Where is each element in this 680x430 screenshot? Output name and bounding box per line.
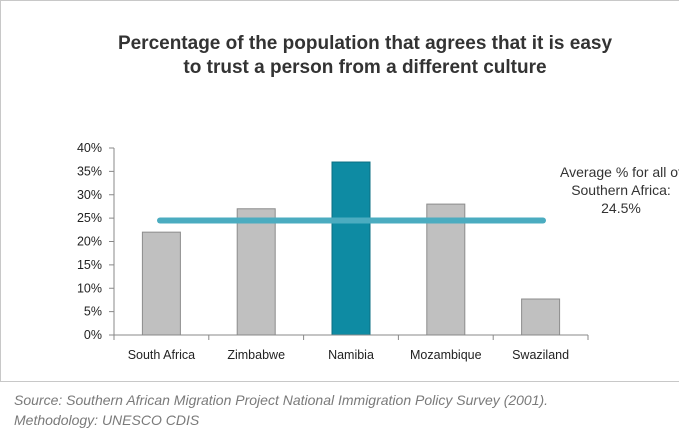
y-axis: 0% 5% 10% 15% 20% 25% 30% 35% 40% [77, 141, 115, 342]
chart-title-line: to trust a person from a different cultu… [183, 57, 546, 78]
y-tick-label: 5% [84, 305, 102, 319]
bar-namibia [331, 161, 371, 336]
y-tick-label: 20% [77, 235, 102, 249]
y-tick-label: 10% [77, 281, 102, 295]
x-category-label: Swaziland [512, 348, 569, 362]
bar-chart: Percentage of the population that agrees… [77, 33, 679, 362]
chart-title: Percentage of the population that agrees… [118, 33, 613, 78]
x-category-label: Mozambique [410, 348, 482, 362]
chart-frame: Percentage of the population that agrees… [0, 0, 679, 382]
y-tick-label: 25% [77, 211, 102, 225]
y-tick-label: 40% [77, 141, 102, 155]
x-category-label: South Africa [128, 348, 195, 362]
y-tick-label: 15% [77, 258, 102, 272]
y-tick-label: 30% [77, 188, 102, 202]
chart-title-line: Percentage of the population that agrees… [118, 33, 613, 54]
bar-swaziland [521, 298, 561, 336]
average-line-group: Average % for all of Southern Africa: 24.5… [157, 164, 679, 224]
x-axis: South Africa Zimbabwe Namibia Mozambique Swa… [113, 334, 589, 362]
bar-mozambique [426, 203, 466, 336]
bar-south-africa [141, 231, 181, 336]
y-tick-label: 35% [77, 164, 102, 178]
bars [141, 161, 561, 336]
y-tick-label: 0% [84, 328, 102, 342]
source-note: Source: Southern African Migration Proje… [14, 390, 674, 430]
average-label-line: Average % for all of [560, 164, 679, 180]
source-line: Source: Southern African Migration Proje… [14, 392, 549, 408]
average-label-line: Southern Africa: [571, 182, 671, 198]
average-label-line: 24.5% [601, 200, 641, 216]
methodology-line: Methodology: UNESCO CDIS [14, 412, 200, 428]
x-category-label: Zimbabwe [227, 348, 285, 362]
x-category-label: Namibia [328, 348, 374, 362]
bar-zimbabwe [236, 208, 276, 336]
